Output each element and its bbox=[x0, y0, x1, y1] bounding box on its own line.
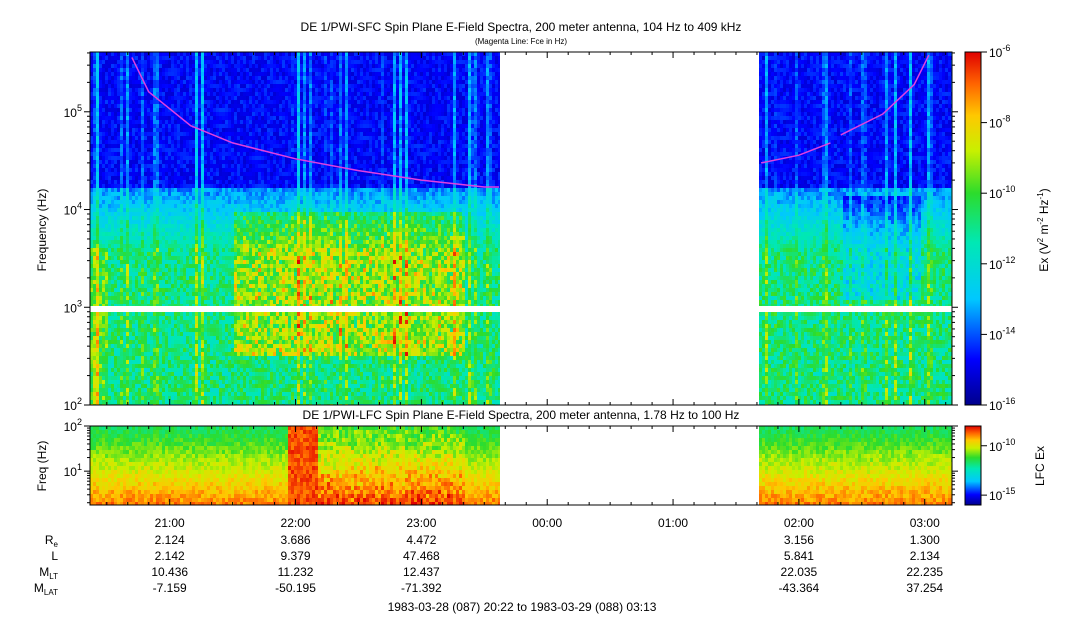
x-tick-label: 21:00 bbox=[155, 516, 185, 530]
bottom-chart-title: DE 1/PWI-LFC Spin Plane E-Field Spectra,… bbox=[303, 408, 740, 422]
ephemeris-value: 47.468 bbox=[403, 549, 440, 563]
bottom-colorbar-label: LFC Ex bbox=[1033, 446, 1047, 486]
x-tick-label: 00:00 bbox=[532, 516, 562, 530]
ephemeris-value: 12.437 bbox=[403, 565, 440, 579]
bottom-data-gap bbox=[500, 426, 757, 505]
colorbar-tick-label: 10-6 bbox=[989, 43, 1010, 60]
ephemeris-value: 22.035 bbox=[781, 565, 818, 579]
ephemeris-value: 37.254 bbox=[906, 581, 943, 595]
y-tick-label: 102 bbox=[64, 396, 82, 413]
x-tick-label: 02:00 bbox=[784, 516, 814, 530]
top-colorbar-ticks: 10-6 10-8 10-10 10-12 10-14 10-16 bbox=[981, 43, 1015, 413]
ephemeris-value: 10.436 bbox=[151, 565, 188, 579]
ephemeris-row-label: MLAT bbox=[34, 581, 58, 597]
ephemeris-row-label: Re bbox=[45, 533, 59, 549]
ephemeris-table: Re 2.124 3.686 4.472 3.156 1.300 L 2.142 9.379 47… bbox=[34, 533, 943, 597]
ephemeris-value: -71.392 bbox=[401, 581, 442, 595]
ephemeris-value: 3.686 bbox=[281, 533, 311, 547]
x-tick-label: 03:00 bbox=[910, 516, 940, 530]
ephemeris-value: 5.841 bbox=[784, 549, 814, 563]
colorbar-tick-label: 10-14 bbox=[989, 325, 1015, 342]
x-tick-label: 23:00 bbox=[406, 516, 436, 530]
ephemeris-value: 3.156 bbox=[784, 533, 814, 547]
ephemeris-value: -7.159 bbox=[153, 581, 187, 595]
y-tick-label: 105 bbox=[64, 103, 82, 120]
ephemeris-value: 2.124 bbox=[155, 533, 185, 547]
top-colorbar-label: Ex (V2 m-2 Hz-1) bbox=[1036, 188, 1051, 271]
ephemeris-value: 4.472 bbox=[406, 533, 436, 547]
ephemeris-value: 2.134 bbox=[910, 549, 940, 563]
top-colorbar bbox=[965, 52, 981, 405]
colorbar-tick-label: 10-15 bbox=[989, 486, 1015, 503]
x-tick-label: 22:00 bbox=[281, 516, 311, 530]
y-tick-label: 104 bbox=[64, 201, 82, 218]
bottom-colorbar bbox=[965, 426, 981, 505]
ephemeris-value: 9.379 bbox=[281, 549, 311, 563]
y-tick-label: 101 bbox=[64, 462, 82, 479]
ephemeris-value: -43.364 bbox=[779, 581, 820, 595]
ephemeris-value: 1.300 bbox=[910, 533, 940, 547]
bottom-colorbar-ticks: 10-10 10-15 bbox=[981, 437, 1015, 503]
ephemeris-value: 22.235 bbox=[906, 565, 943, 579]
top-y-axis-label: Frequency (Hz) bbox=[35, 189, 49, 272]
top-chart-subtitle: (Magenta Line: Fce in Hz) bbox=[475, 37, 567, 46]
ephemeris-value: 11.232 bbox=[278, 565, 314, 579]
x-tick-label: 01:00 bbox=[658, 516, 688, 530]
colorbar-tick-label: 10-10 bbox=[989, 437, 1015, 454]
ephemeris-row-label: MLT bbox=[39, 565, 58, 581]
ephemeris-value: -50.195 bbox=[275, 581, 316, 595]
time-range-label: 1983-03-28 (087) 20:22 to 1983-03-29 (08… bbox=[388, 600, 657, 614]
y-tick-label: 103 bbox=[64, 298, 82, 315]
colorbar-tick-label: 10-16 bbox=[989, 396, 1015, 413]
colorbar-tick-label: 10-10 bbox=[989, 184, 1015, 201]
top-data-gap bbox=[500, 52, 757, 405]
y-tick-label: 102 bbox=[64, 417, 82, 434]
top-chart-title: DE 1/PWI-SFC Spin Plane E-Field Spectra,… bbox=[301, 20, 742, 34]
ephemeris-value: 2.142 bbox=[155, 549, 185, 563]
colorbar-tick-label: 10-8 bbox=[989, 114, 1010, 131]
bottom-y-axis-label: Freq (Hz) bbox=[35, 441, 49, 492]
top-missing-band bbox=[90, 306, 952, 312]
colorbar-tick-label: 10-12 bbox=[989, 255, 1015, 272]
ephemeris-row-label: L bbox=[51, 549, 58, 563]
